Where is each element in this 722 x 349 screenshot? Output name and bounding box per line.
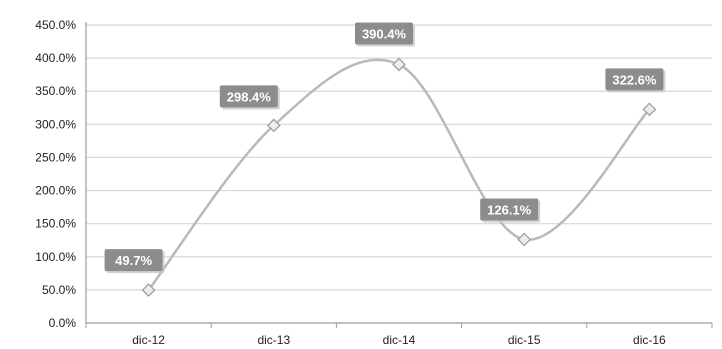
y-tick-label: 50.0% [42,283,76,297]
x-tick-label: dic-13 [257,333,290,347]
x-tick-label: dic-12 [132,333,165,347]
axes [85,22,713,328]
x-tick-label: dic-15 [508,333,541,347]
x-tick-label: dic-14 [383,333,416,347]
data-label-box [104,249,163,272]
y-tick-label: 150.0% [35,217,76,231]
data-label-box [605,68,664,91]
data-label: 49.7% [115,253,152,268]
data-labels: 49.7% 298.4% 390.4% 126.1% 322.6% [104,22,666,274]
y-tick-labels: 0.0% 50.0% 100.0% 150.0% 200.0% 250.0% 300.0% 3… [35,18,76,330]
data-point-marker [642,102,657,117]
data-point-marker [266,118,281,133]
data-markers [141,57,657,297]
x-tick-label: dic-16 [633,333,666,347]
data-label: 390.4% [362,26,407,41]
data-label: 126.1% [487,202,532,217]
y-tick-label: 300.0% [35,117,76,131]
data-point-marker [141,283,156,297]
x-tick-labels: dic-12 dic-13 dic-14 dic-15 dic-16 [132,333,666,347]
data-label-box [480,198,539,221]
y-tick-label: 100.0% [35,250,76,264]
y-tick-label: 350.0% [35,84,76,98]
y-tick-label: 250.0% [35,150,76,164]
data-label: 298.4% [227,89,272,104]
data-label: 322.6% [612,72,657,87]
y-tick-label: 400.0% [35,51,76,65]
y-tick-label: 0.0% [49,316,77,330]
data-point-marker [517,232,532,247]
y-tick-label: 450.0% [35,18,76,32]
data-point-marker [392,57,406,72]
data-label-box [219,85,278,108]
data-label-box [355,22,413,45]
y-tick-label: 200.0% [35,184,76,198]
